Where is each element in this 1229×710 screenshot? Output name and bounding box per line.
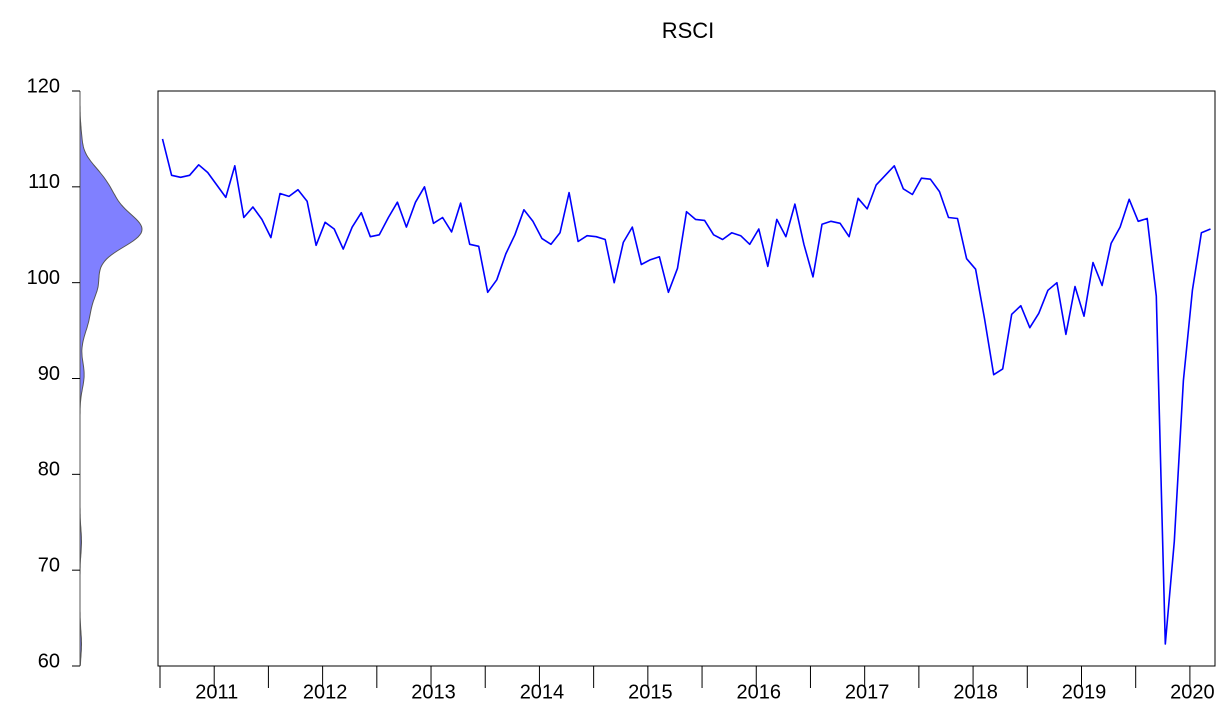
x-tick-label: 2017 xyxy=(845,681,890,703)
x-tick-label: 2013 xyxy=(411,681,456,703)
plot-frame xyxy=(157,90,1216,667)
x-tick-label: 2020 xyxy=(1170,681,1215,703)
y-tick-label: 70 xyxy=(38,554,60,576)
x-tick-label: 2012 xyxy=(303,681,348,703)
chart-title: RSCI xyxy=(662,18,715,43)
x-tick-label: 2016 xyxy=(737,681,782,703)
y-tick-label: 60 xyxy=(38,650,60,672)
y-tick-label: 110 xyxy=(28,171,60,193)
x-tick-label: 2018 xyxy=(953,681,998,703)
y-tick-label: 120 xyxy=(27,75,60,97)
x-tick-label: 2014 xyxy=(520,681,565,703)
y-tick-label: 80 xyxy=(38,459,60,481)
x-tick-label: 2015 xyxy=(628,681,673,703)
x-tick-label: 2019 xyxy=(1062,681,1107,703)
y-tick-label: 100 xyxy=(27,267,60,289)
y-tick-label: 90 xyxy=(38,363,60,385)
x-tick-label: 2011 xyxy=(195,681,238,703)
density xyxy=(79,91,143,667)
line-series xyxy=(161,138,1211,645)
